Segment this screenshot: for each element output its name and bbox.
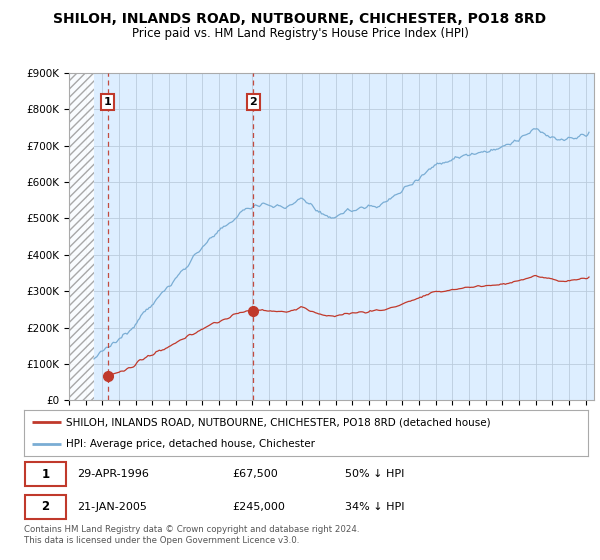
Text: 2: 2: [41, 501, 49, 514]
Text: Price paid vs. HM Land Registry's House Price Index (HPI): Price paid vs. HM Land Registry's House …: [131, 27, 469, 40]
Text: 50% ↓ HPI: 50% ↓ HPI: [346, 469, 405, 479]
Text: Contains HM Land Registry data © Crown copyright and database right 2024.
This d: Contains HM Land Registry data © Crown c…: [24, 525, 359, 545]
Bar: [69, 73, 94, 400]
Text: SHILOH, INLANDS ROAD, NUTBOURNE, CHICHESTER, PO18 8RD: SHILOH, INLANDS ROAD, NUTBOURNE, CHICHES…: [53, 12, 547, 26]
Text: 1: 1: [41, 468, 49, 480]
Text: 29-APR-1996: 29-APR-1996: [77, 469, 149, 479]
Text: £67,500: £67,500: [233, 469, 278, 479]
FancyBboxPatch shape: [25, 463, 66, 486]
Text: 1: 1: [104, 97, 112, 107]
Text: 2: 2: [249, 97, 257, 107]
Text: 21-JAN-2005: 21-JAN-2005: [77, 502, 148, 512]
Text: SHILOH, INLANDS ROAD, NUTBOURNE, CHICHESTER, PO18 8RD (detached house): SHILOH, INLANDS ROAD, NUTBOURNE, CHICHES…: [66, 417, 491, 427]
Text: 34% ↓ HPI: 34% ↓ HPI: [346, 502, 405, 512]
Text: £245,000: £245,000: [233, 502, 286, 512]
Text: HPI: Average price, detached house, Chichester: HPI: Average price, detached house, Chic…: [66, 440, 316, 450]
FancyBboxPatch shape: [25, 495, 66, 519]
